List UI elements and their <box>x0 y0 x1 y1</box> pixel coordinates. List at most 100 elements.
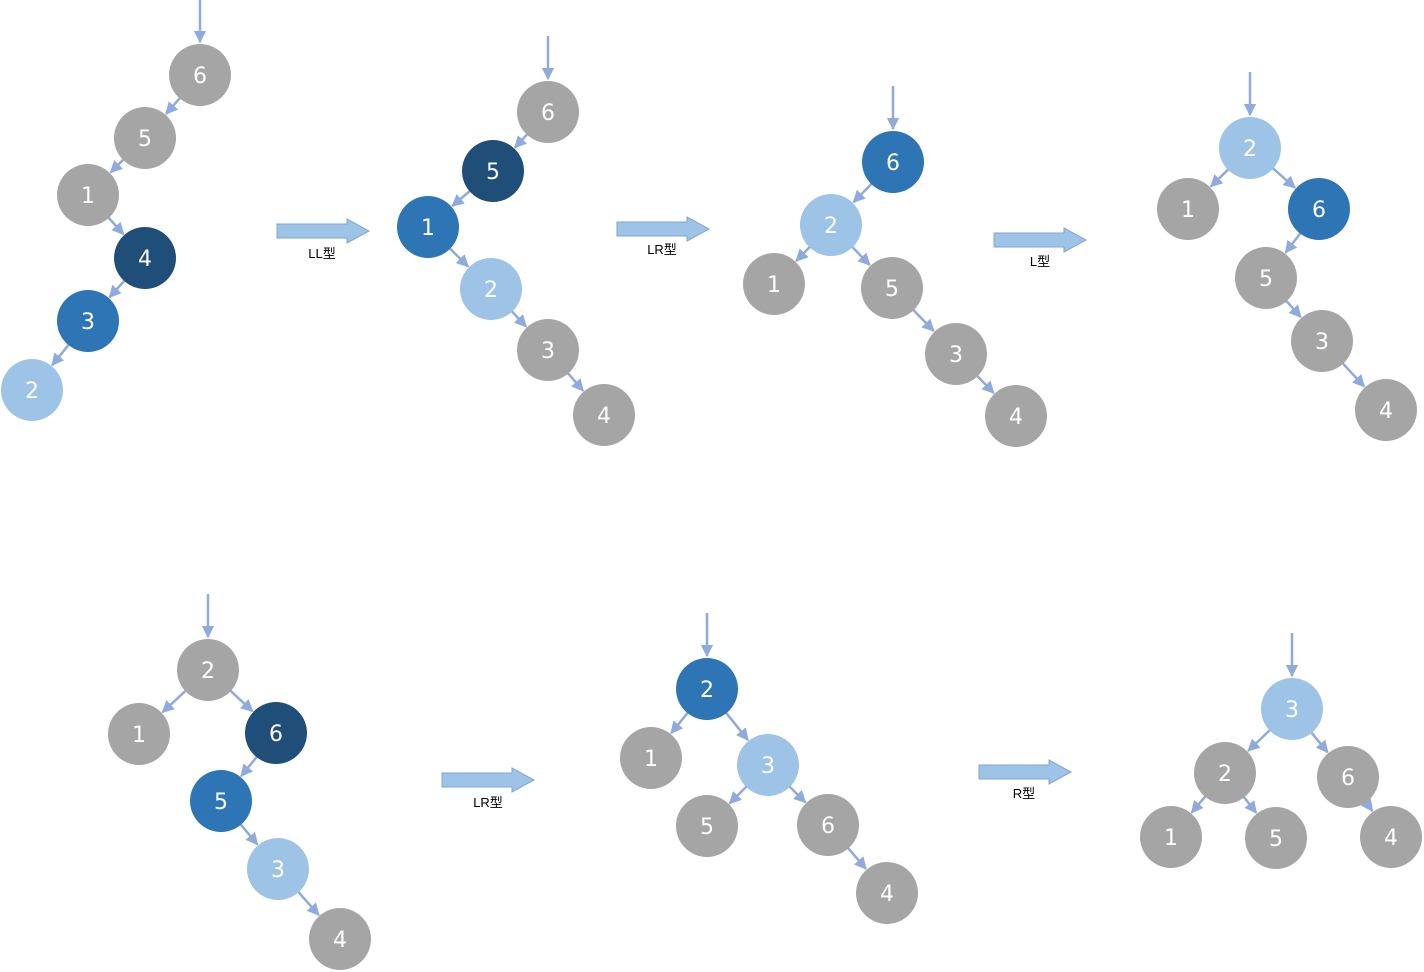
tree-node: 1 <box>57 164 119 226</box>
steps-layer: LL型 LR型 L型 LR型 R型 <box>276 216 1088 810</box>
node-circle <box>1288 178 1350 240</box>
node-label: 4 <box>333 928 347 953</box>
tree-edge <box>1190 792 1209 814</box>
tree-edge <box>240 753 260 778</box>
tree-node: 6 <box>797 794 859 856</box>
node-circle <box>1235 247 1297 309</box>
node-label: 2 <box>824 214 838 239</box>
node-label: 5 <box>1259 267 1273 292</box>
node-circle <box>862 131 924 193</box>
node-label: 1 <box>132 723 146 748</box>
node-label: 1 <box>1164 826 1178 851</box>
tree-node: 3 <box>1261 678 1323 740</box>
tree-node: 6 <box>245 702 307 764</box>
tree-t5: 2 1 6 5 3 4 <box>108 594 371 970</box>
node-label: 2 <box>484 278 498 303</box>
node-label: 3 <box>1315 330 1329 355</box>
node-circle <box>1317 746 1379 808</box>
tree-node: 5 <box>190 770 252 832</box>
tree-node: 3 <box>737 734 799 796</box>
tree-node: 1 <box>108 703 170 765</box>
tree-t7: 3 2 6 1 5 4 <box>1140 633 1422 869</box>
tree-node: 4 <box>114 227 176 289</box>
node-circle <box>743 253 805 315</box>
node-circle <box>1219 117 1281 179</box>
node-label: 4 <box>597 404 611 429</box>
tree-node: 2 <box>676 658 738 720</box>
step-arrow-s2: LR型 <box>616 216 711 257</box>
node-circle <box>676 658 738 720</box>
node-circle <box>1261 678 1323 740</box>
node-label: 6 <box>1341 766 1355 791</box>
tree-node: 2 <box>177 639 239 701</box>
tree-edge <box>1308 729 1329 754</box>
tree-node: 2 <box>1194 742 1256 804</box>
node-circle <box>797 794 859 856</box>
node-circle <box>1360 806 1422 868</box>
tree-node: 5 <box>114 107 176 169</box>
tree-edge <box>508 307 528 328</box>
node-circle <box>114 227 176 289</box>
tree-t2: 6 5 1 2 3 4 <box>397 36 635 446</box>
node-label: 5 <box>138 127 152 152</box>
tree-node: 4 <box>309 908 371 970</box>
tree-node: 3 <box>57 290 119 352</box>
tree-edge <box>1283 297 1302 319</box>
tree-node: 1 <box>397 196 459 258</box>
tree-node: 3 <box>247 838 309 900</box>
tree-edge <box>1269 164 1296 189</box>
node-label: 6 <box>1312 198 1326 223</box>
tree-node: 6 <box>862 131 924 193</box>
step-arrow-s4: LR型 <box>441 767 536 810</box>
tree-node: 2 <box>460 258 522 320</box>
tree-node: 1 <box>1157 178 1219 240</box>
node-label: 3 <box>271 858 285 883</box>
node-label: 1 <box>644 747 658 772</box>
step-arrow-s3: L型 <box>993 227 1088 269</box>
node-circle <box>985 385 1047 447</box>
tree-edge <box>848 243 871 266</box>
step-label: LL型 <box>308 246 335 261</box>
node-circle <box>1 359 63 421</box>
tree-node: 4 <box>985 385 1047 447</box>
step-label: L型 <box>1030 254 1050 269</box>
step-label: LR型 <box>647 242 677 257</box>
node-label: 3 <box>761 754 775 779</box>
node-label: 5 <box>885 277 899 302</box>
node-circle <box>247 838 309 900</box>
node-label: 4 <box>1009 405 1023 430</box>
node-circle <box>57 290 119 352</box>
node-label: 6 <box>821 814 835 839</box>
node-label: 4 <box>138 247 152 272</box>
tree-node: 5 <box>1235 247 1297 309</box>
node-label: 6 <box>541 101 555 126</box>
tree-edge <box>294 888 320 916</box>
tree-edge <box>161 687 190 714</box>
tree-node: 3 <box>517 319 579 381</box>
step-arrow-shape <box>616 216 711 242</box>
tree-node: 3 <box>1291 310 1353 372</box>
tree-edge <box>1339 359 1366 388</box>
node-circle <box>177 639 239 701</box>
node-circle <box>114 107 176 169</box>
tree-edge <box>451 187 474 208</box>
node-circle <box>737 734 799 796</box>
node-circle <box>460 258 522 320</box>
node-label: 3 <box>541 339 555 364</box>
node-circle <box>861 257 923 319</box>
node-label: 6 <box>886 151 900 176</box>
tree-node: 5 <box>861 257 923 319</box>
tree-t4: 2 1 6 5 3 4 <box>1157 72 1417 441</box>
tree-edge <box>852 180 875 204</box>
node-circle <box>517 319 579 381</box>
node-label: 3 <box>1285 698 1299 723</box>
tree-edge <box>786 783 807 804</box>
tree-edge <box>165 94 184 115</box>
node-label: 5 <box>700 815 714 840</box>
tree-node: 5 <box>462 140 524 202</box>
node-circle <box>397 196 459 258</box>
tree-node: 6 <box>169 44 231 106</box>
tree-node: 1 <box>1140 806 1202 868</box>
node-circle <box>462 140 524 202</box>
node-label: 4 <box>1384 826 1398 851</box>
